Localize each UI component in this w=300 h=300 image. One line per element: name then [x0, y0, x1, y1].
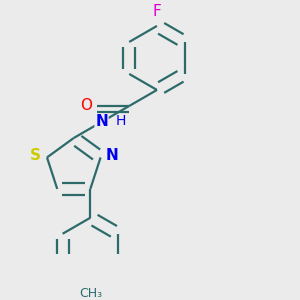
Text: S: S: [30, 148, 41, 163]
Text: O: O: [80, 98, 92, 113]
Text: F: F: [153, 4, 161, 19]
Text: N: N: [95, 115, 108, 130]
Text: N: N: [106, 148, 118, 163]
Text: H: H: [116, 114, 126, 128]
Text: CH₃: CH₃: [79, 287, 102, 300]
